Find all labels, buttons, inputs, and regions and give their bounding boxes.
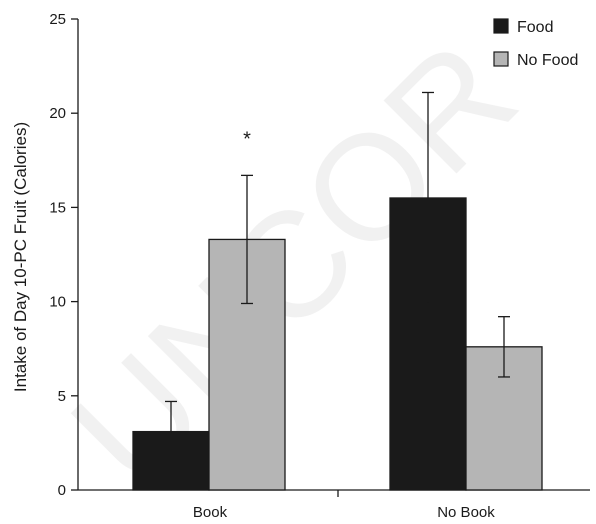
y-tick-label-10: 10 [49, 294, 66, 311]
y-tick-label-5: 5 [58, 388, 66, 405]
legend-swatch-1 [493, 51, 509, 67]
y-axis-title: Intake of Day 10-PC Fruit (Calories) [11, 122, 30, 392]
tick-labels: 0 5 10 15 20 25 Book No Book [49, 11, 495, 521]
legend: Food No Food [493, 18, 578, 69]
legend-label-1: No Food [517, 52, 578, 69]
error-bars [165, 91, 510, 463]
y-tick-label-0: 0 [58, 482, 66, 499]
annotations: * [243, 128, 251, 150]
y-tick-label-25: 25 [49, 11, 66, 28]
legend-label-0: Food [517, 19, 553, 36]
y-tick-label-20: 20 [49, 105, 66, 122]
x-tick-label-0: Book [193, 504, 228, 521]
x-tick-label-1: No Book [437, 504, 495, 521]
legend-swatch-0 [493, 18, 509, 34]
y-tick-label-15: 15 [49, 199, 66, 216]
significance-annotation-0: * [243, 128, 251, 150]
